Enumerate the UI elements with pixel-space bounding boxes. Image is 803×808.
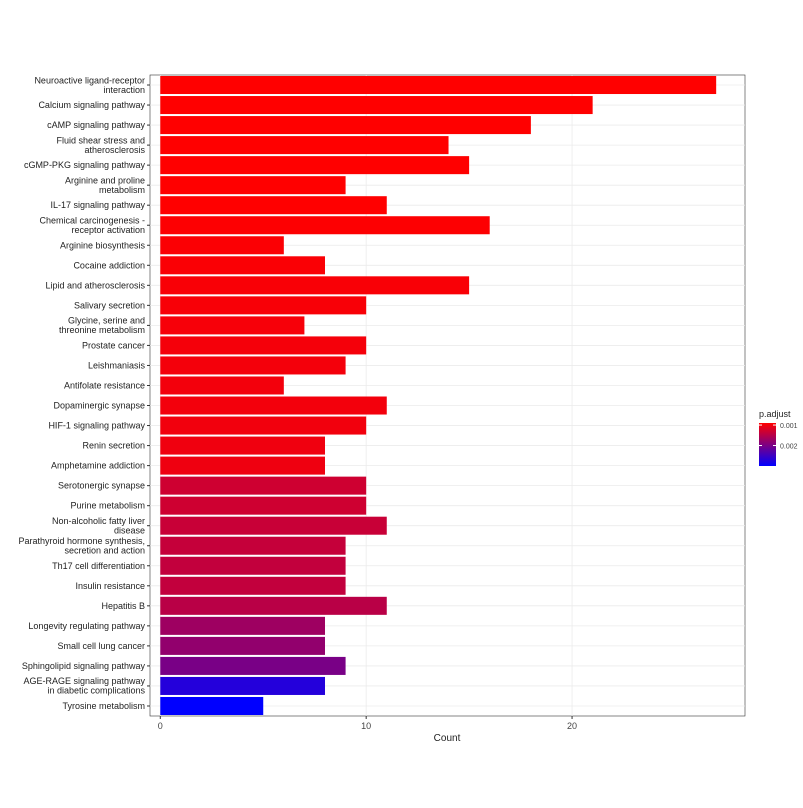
y-tick-label: Arginine and proline metabolism [65,175,145,195]
y-tick-label: Fluid shear stress and atherosclerosis [56,135,145,155]
bar [160,536,346,555]
y-tick-label: Small cell lung cancer [57,641,145,651]
bar [160,356,346,375]
y-tick-label: Hepatitis B [101,601,145,611]
x-tick-label: 20 [567,721,577,731]
y-tick-label: Serotonergic synapse [58,481,145,491]
y-tick-label: Arginine biosynthesis [60,240,146,250]
bar [160,416,367,435]
bar [160,136,449,155]
bar [160,396,387,415]
y-tick-label: Sphingolipid signaling pathway [22,661,146,671]
bar [160,696,264,715]
bar [160,296,367,315]
y-tick-label: Leishmaniasis [88,360,146,370]
y-tick-label: Salivary secretion [74,300,145,310]
y-tick-label: Dopaminergic synapse [53,401,145,411]
bar [160,76,717,95]
bar [160,476,367,495]
y-tick-label: Purine metabolism [70,501,145,511]
y-tick-label: Parathyroid hormone synthesis, secretion… [18,536,145,556]
bar [160,376,284,395]
y-tick-label: Tyrosine metabolism [62,701,145,711]
legend-tick-label: 0.002 [780,444,798,451]
y-tick-label: HIF-1 signaling pathway [48,421,145,431]
bar [160,556,346,575]
bar [160,596,387,615]
bar [160,636,325,655]
y-tick-label: Amphetamine addiction [51,461,145,471]
y-tick-label: Cocaine addiction [73,260,145,270]
bar [160,116,531,135]
y-tick-label: cAMP signaling pathway [47,120,145,130]
bar [160,236,284,255]
bar [160,576,346,595]
legend-colorbar [759,423,776,466]
y-tick-label: Calcium signaling pathway [38,100,145,110]
bar [160,656,346,675]
bar [160,276,470,295]
bar [160,156,470,175]
bar [160,96,593,115]
y-tick-label: Insulin resistance [75,581,145,591]
bar [160,456,325,475]
bar [160,676,325,695]
x-tick-label: 10 [361,721,371,731]
x-tick-label: 0 [158,721,163,731]
bar [160,336,367,355]
y-tick-label: cGMP-PKG signaling pathway [24,160,146,170]
y-tick-label: Neuroactive ligand-receptor interaction [34,75,145,95]
y-tick-label: IL-17 signaling pathway [50,200,145,210]
bar [160,436,325,455]
y-tick-label: Renin secretion [82,441,145,451]
bar [160,216,490,235]
x-axis-label: Count [434,733,461,744]
bar [160,316,305,335]
bar [160,496,367,515]
y-tick-label: Lipid and atherosclerosis [45,280,145,290]
bar [160,176,346,195]
y-tick-label: Glycine, serine and threonine metabolism [56,316,145,336]
y-tick-label: Chemical carcinogenesis - receptor activ… [39,215,145,235]
bar [160,516,387,535]
y-tick-label: Antifolate resistance [64,380,145,390]
y-tick-label: AGE-RAGE signaling pathway in diabetic c… [23,676,145,696]
bar [160,616,325,635]
legend-tick-label: 0.001 [780,423,798,430]
y-tick-label: Longevity regulating pathway [28,621,145,631]
legend-title: p.adjust [759,409,791,419]
bar [160,256,325,275]
y-tick-label: Non-alcoholic fatty liver disease [52,516,145,536]
y-tick-label: Th17 cell differentiation [52,561,145,571]
bar [160,196,387,215]
y-tick-label: Prostate cancer [82,340,145,350]
